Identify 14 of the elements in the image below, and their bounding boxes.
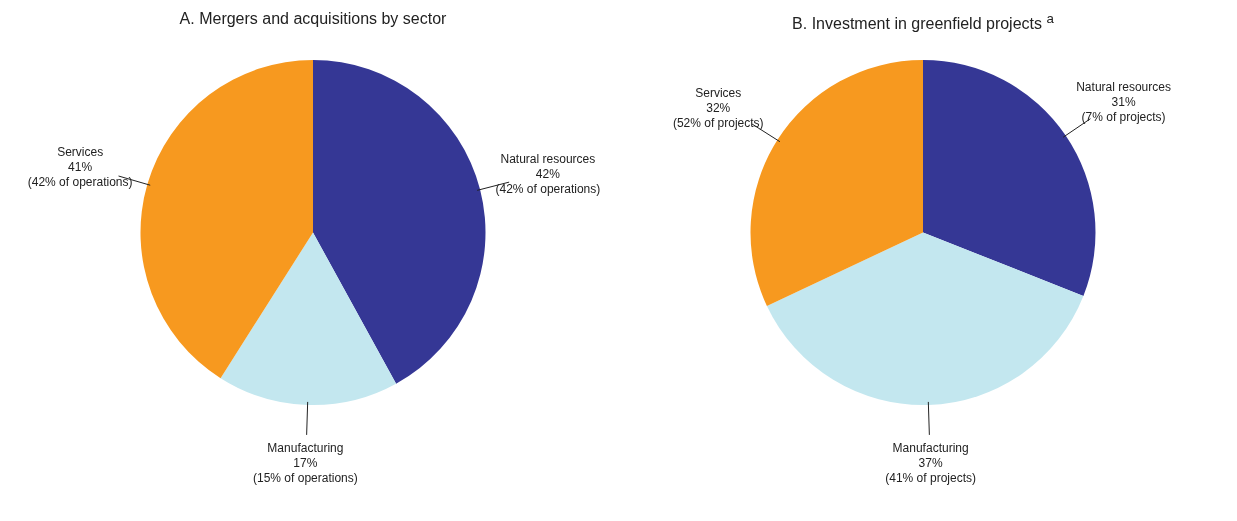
slice-label: Manufacturing xyxy=(267,440,344,455)
data-label: 41% (42% of operations) xyxy=(27,160,133,190)
data-label: 37% (41% of projects) xyxy=(885,455,976,485)
slice-label: Natural resources xyxy=(1076,79,1171,94)
data-label: 32% (52% of projects) xyxy=(672,101,764,131)
data-label: 31% (7% of projects) xyxy=(1081,94,1166,124)
slice-label: Services xyxy=(57,145,104,160)
data-label: 42% (42% of operations) xyxy=(495,167,601,197)
chart-title: A. Mergers and acquisitions by sector xyxy=(178,9,448,29)
data-label: 17% (15% of operations) xyxy=(253,455,358,485)
slice-label: Manufacturing xyxy=(892,440,969,455)
slice-label: Services xyxy=(695,86,742,101)
slice-label: Natural resources xyxy=(500,152,596,167)
chart-title: B. Investment in greenfield projects $^{a}$ xyxy=(791,10,1055,33)
